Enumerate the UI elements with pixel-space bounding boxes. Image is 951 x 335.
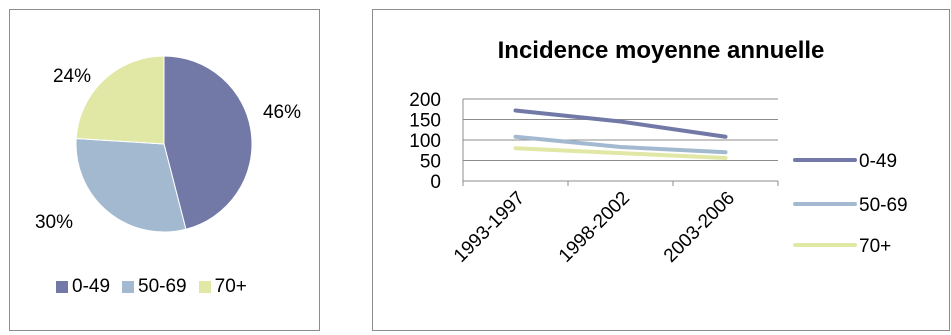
- x-tick-label: 2003-2006: [660, 188, 739, 267]
- pie-legend-label: 0-49: [72, 276, 111, 297]
- pie-legend-label: 50-69: [138, 276, 187, 297]
- pie-data-label: 24%: [53, 66, 91, 87]
- y-tick-label: 100: [409, 131, 441, 152]
- y-tick-label: 50: [420, 152, 441, 173]
- y-tick-label: 200: [409, 90, 441, 111]
- line-legend-label: 50-69: [859, 195, 908, 216]
- pie-chart: 46% 30% 24%: [35, 55, 301, 233]
- pie-slice-0-49: [163, 55, 253, 230]
- pie-legend-swatch-70plus: [198, 281, 211, 293]
- pie-legend-swatch-0-49: [56, 281, 68, 293]
- pie-legend-swatch-50-69: [122, 281, 135, 293]
- pie-legend-item-70plus: 70+: [198, 276, 247, 298]
- series-line-0-49: [513, 108, 728, 139]
- series-line-70plus: [513, 146, 728, 161]
- pie-slice-70plus: [75, 55, 165, 145]
- pie-legend-item-50-69: 50-69: [122, 276, 187, 298]
- y-tick-label: 0: [430, 172, 441, 193]
- y-tick-label: 150: [409, 111, 441, 132]
- pie-legend-item-0-49: 0-49: [56, 276, 110, 298]
- line-chart-title: Incidence moyenne annuelle: [498, 37, 825, 64]
- line-legend-label: 0-49: [859, 151, 897, 172]
- x-tick-label: 1998-2002: [555, 188, 634, 267]
- pie-chart-panel: 46% 30% 24% 0-49 50-69 70+: [9, 9, 320, 331]
- pie-legend: 0-49 50-69 70+: [56, 276, 259, 298]
- pie-slice-50-69: [75, 137, 187, 233]
- pie-data-label: 30%: [35, 212, 73, 233]
- line-chart-panel: Incidence moyenne annuelle 0 50 100 150 200 1…: [372, 9, 950, 331]
- x-tick-label: 1993-1997: [450, 188, 529, 267]
- series-line-50-69: [513, 134, 728, 155]
- pie-legend-label: 70+: [214, 276, 247, 297]
- pie-data-label: 46%: [263, 102, 301, 123]
- line-legend-label: 70+: [859, 236, 891, 257]
